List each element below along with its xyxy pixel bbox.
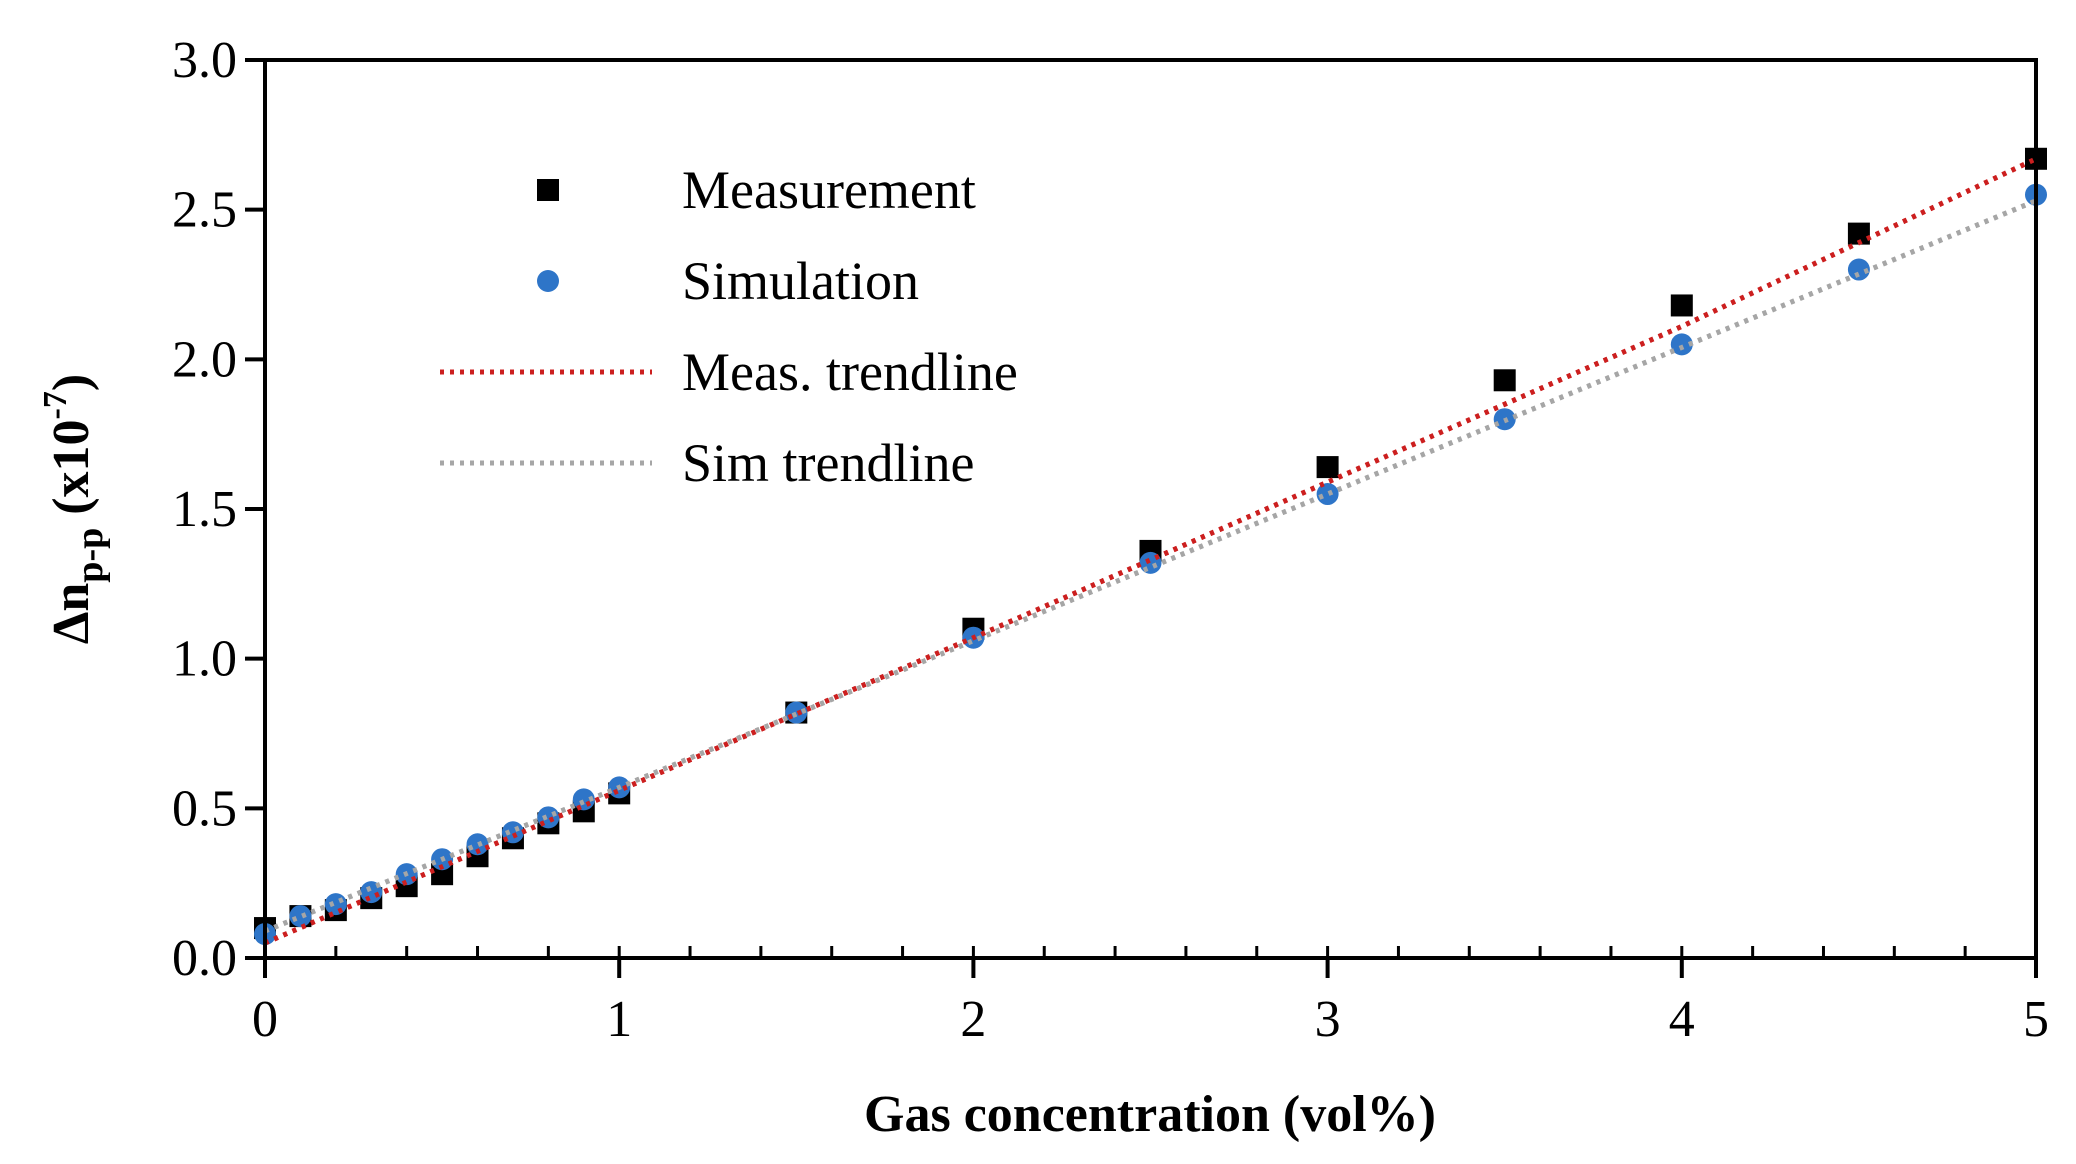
simulation-point — [1847, 258, 1870, 281]
simulation-point — [1316, 483, 1339, 506]
y-axis-title-main: Δn — [43, 583, 100, 645]
y-tick-label: 3.0 — [172, 32, 237, 89]
legend-measurement-symbol — [537, 179, 559, 201]
legend-label: Measurement — [682, 160, 976, 220]
plot-series — [254, 147, 2047, 946]
simulation-point — [289, 905, 312, 928]
legend-label: Meas. trendline — [682, 342, 1018, 402]
measurement-point — [1847, 222, 1870, 245]
y-tick-label: 2.5 — [172, 182, 237, 239]
y-axis-title-unit-exponent: -7 — [37, 391, 74, 419]
simulation-point — [1670, 333, 1693, 356]
y-tick-label: 1.0 — [172, 631, 237, 688]
measurement-point — [1670, 294, 1693, 317]
legend-label: Sim trendline — [682, 433, 974, 493]
simulation-point — [537, 806, 560, 829]
legend-simulation-symbol — [537, 270, 559, 292]
x-tick-label: 4 — [1669, 991, 1695, 1048]
legend-label: Simulation — [682, 251, 919, 311]
plot-frame — [263, 58, 2038, 960]
simulation-point — [324, 893, 347, 916]
meas-trendline-overlay — [264, 156, 2038, 946]
x-axis-title: Gas concentration (vol%) — [864, 1086, 1436, 1143]
measurement-point — [1316, 456, 1339, 479]
simulation-point — [501, 821, 524, 844]
y-axis-title: Δnp-p (x10-7) — [37, 374, 111, 644]
legend: Measurement Simulation Meas. trendline Sim … — [440, 160, 1018, 493]
measurement-point — [1493, 369, 1516, 392]
x-tick-label: 5 — [2023, 991, 2049, 1048]
x-tick-label: 3 — [1315, 991, 1341, 1048]
x-tick-label: 2 — [960, 991, 986, 1048]
y-axis-title-subscript: p-p — [69, 528, 111, 583]
y-tick-label: 2.0 — [172, 331, 237, 388]
y-axis-title-unit-suffix: ) — [43, 374, 100, 391]
y-tick-label: 0.5 — [172, 780, 237, 837]
y-axis-title-unit-prefix: (x10 — [43, 419, 100, 527]
x-tick-label: 1 — [606, 991, 632, 1048]
y-tick-label: 0.0 — [172, 930, 237, 987]
tick-labels: 0.0 0.5 1.0 1.5 2.0 2.5 3.0 0 1 2 3 4 5 — [172, 32, 2049, 1048]
y-tick-label: 1.5 — [172, 481, 237, 538]
x-tick-label: 0 — [252, 991, 278, 1048]
